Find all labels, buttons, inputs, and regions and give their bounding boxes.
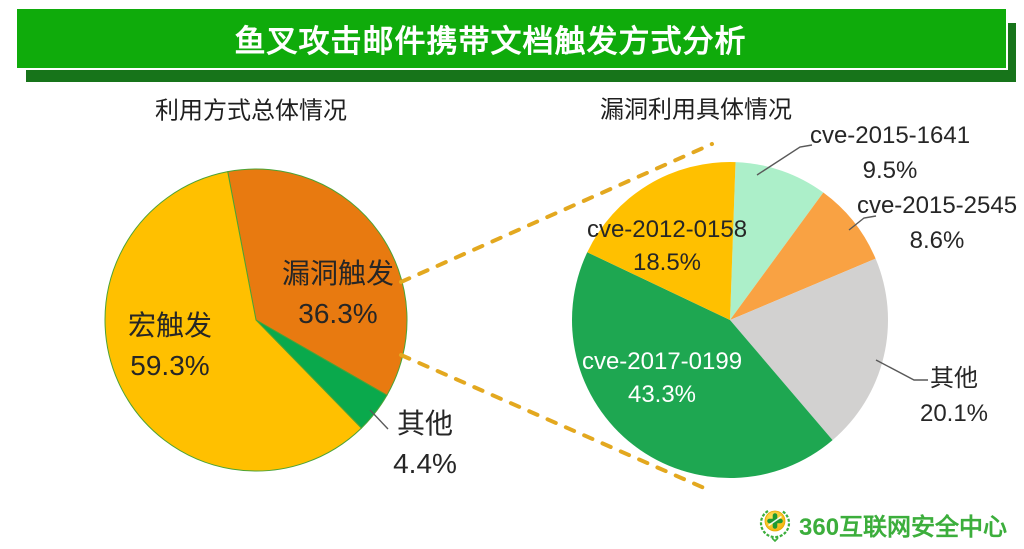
slice-name: 漏洞触发 [281,258,395,289]
slice-percent: 8.6% [909,227,965,254]
slice-label-cve-2015-1641: cve-2015-1641 9.5% [810,118,970,188]
slice-name: 宏触发 [127,310,213,341]
slice-name: cve-2017-0199 [581,348,743,375]
slice-name: cve-2015-1641 [809,122,971,149]
callout-dash-bottom [399,353,713,493]
slice-label-other-left: 其他 4.4% [393,404,457,484]
slice-percent: 36.3% [298,298,378,329]
slice-percent: 18.5% [632,249,702,276]
pie-slice-cve-2017-0199 [571,252,833,479]
pie-slice-cve-2015-1641 [730,162,824,320]
pie-slice-cve-2015-2545 [730,192,876,320]
pie-slice-宏触发 [104,171,362,472]
slice-percent: 43.3% [627,381,697,408]
slice-percent: 4.4% [393,448,457,479]
slice-percent: 9.5% [862,157,918,184]
callout-dash-top [399,142,714,284]
slice-name: cve-2015-2545 [856,192,1018,219]
leader-cve-2015-2545 [848,215,877,231]
pie-slice-其他 [730,258,888,441]
leader-lines [369,144,928,430]
pie-slice-cve-2012-0158 [587,162,736,320]
slice-name: 其他 [396,408,454,439]
slice-label-vuln-trigger: 漏洞触发 36.3% [282,254,394,334]
leader-cve-2015-1641 [756,144,813,176]
footer-logo-text: 360互联网安全中心 [799,513,1008,541]
slice-label-macro-trigger: 宏触发 59.3% [128,306,212,386]
footer-logo: 360互联网安全中心 [758,506,1007,542]
slice-label-cve-2017-0199: cve-2017-0199 43.3% [582,345,742,411]
leader-left-other [369,409,389,430]
slice-label-other-right: 其他 20.1% [920,361,988,431]
callout-dashed-lines [399,142,714,493]
right-chart-title: 漏洞利用具体情况 [600,96,792,124]
leader-right-other [875,359,928,381]
left-chart-title: 利用方式总体情况 [155,97,347,125]
slice-percent: 20.1% [919,400,989,427]
title-banner: 鱼叉攻击邮件携带文档触发方式分析 [15,7,1008,70]
slice-label-cve-2012-0158: cve-2012-0158 18.5% [587,213,747,279]
slice-percent: 59.3% [130,350,210,381]
slice-name: 其他 [930,365,978,392]
pie-vulnerability-detail [571,162,888,479]
slice-name: cve-2012-0158 [586,216,748,243]
slice-label-cve-2015-2545: cve-2015-2545 8.6% [857,188,1017,258]
page-title: 鱼叉攻击邮件携带文档触发方式分析 [234,24,747,59]
360-shield-icon [759,510,791,542]
